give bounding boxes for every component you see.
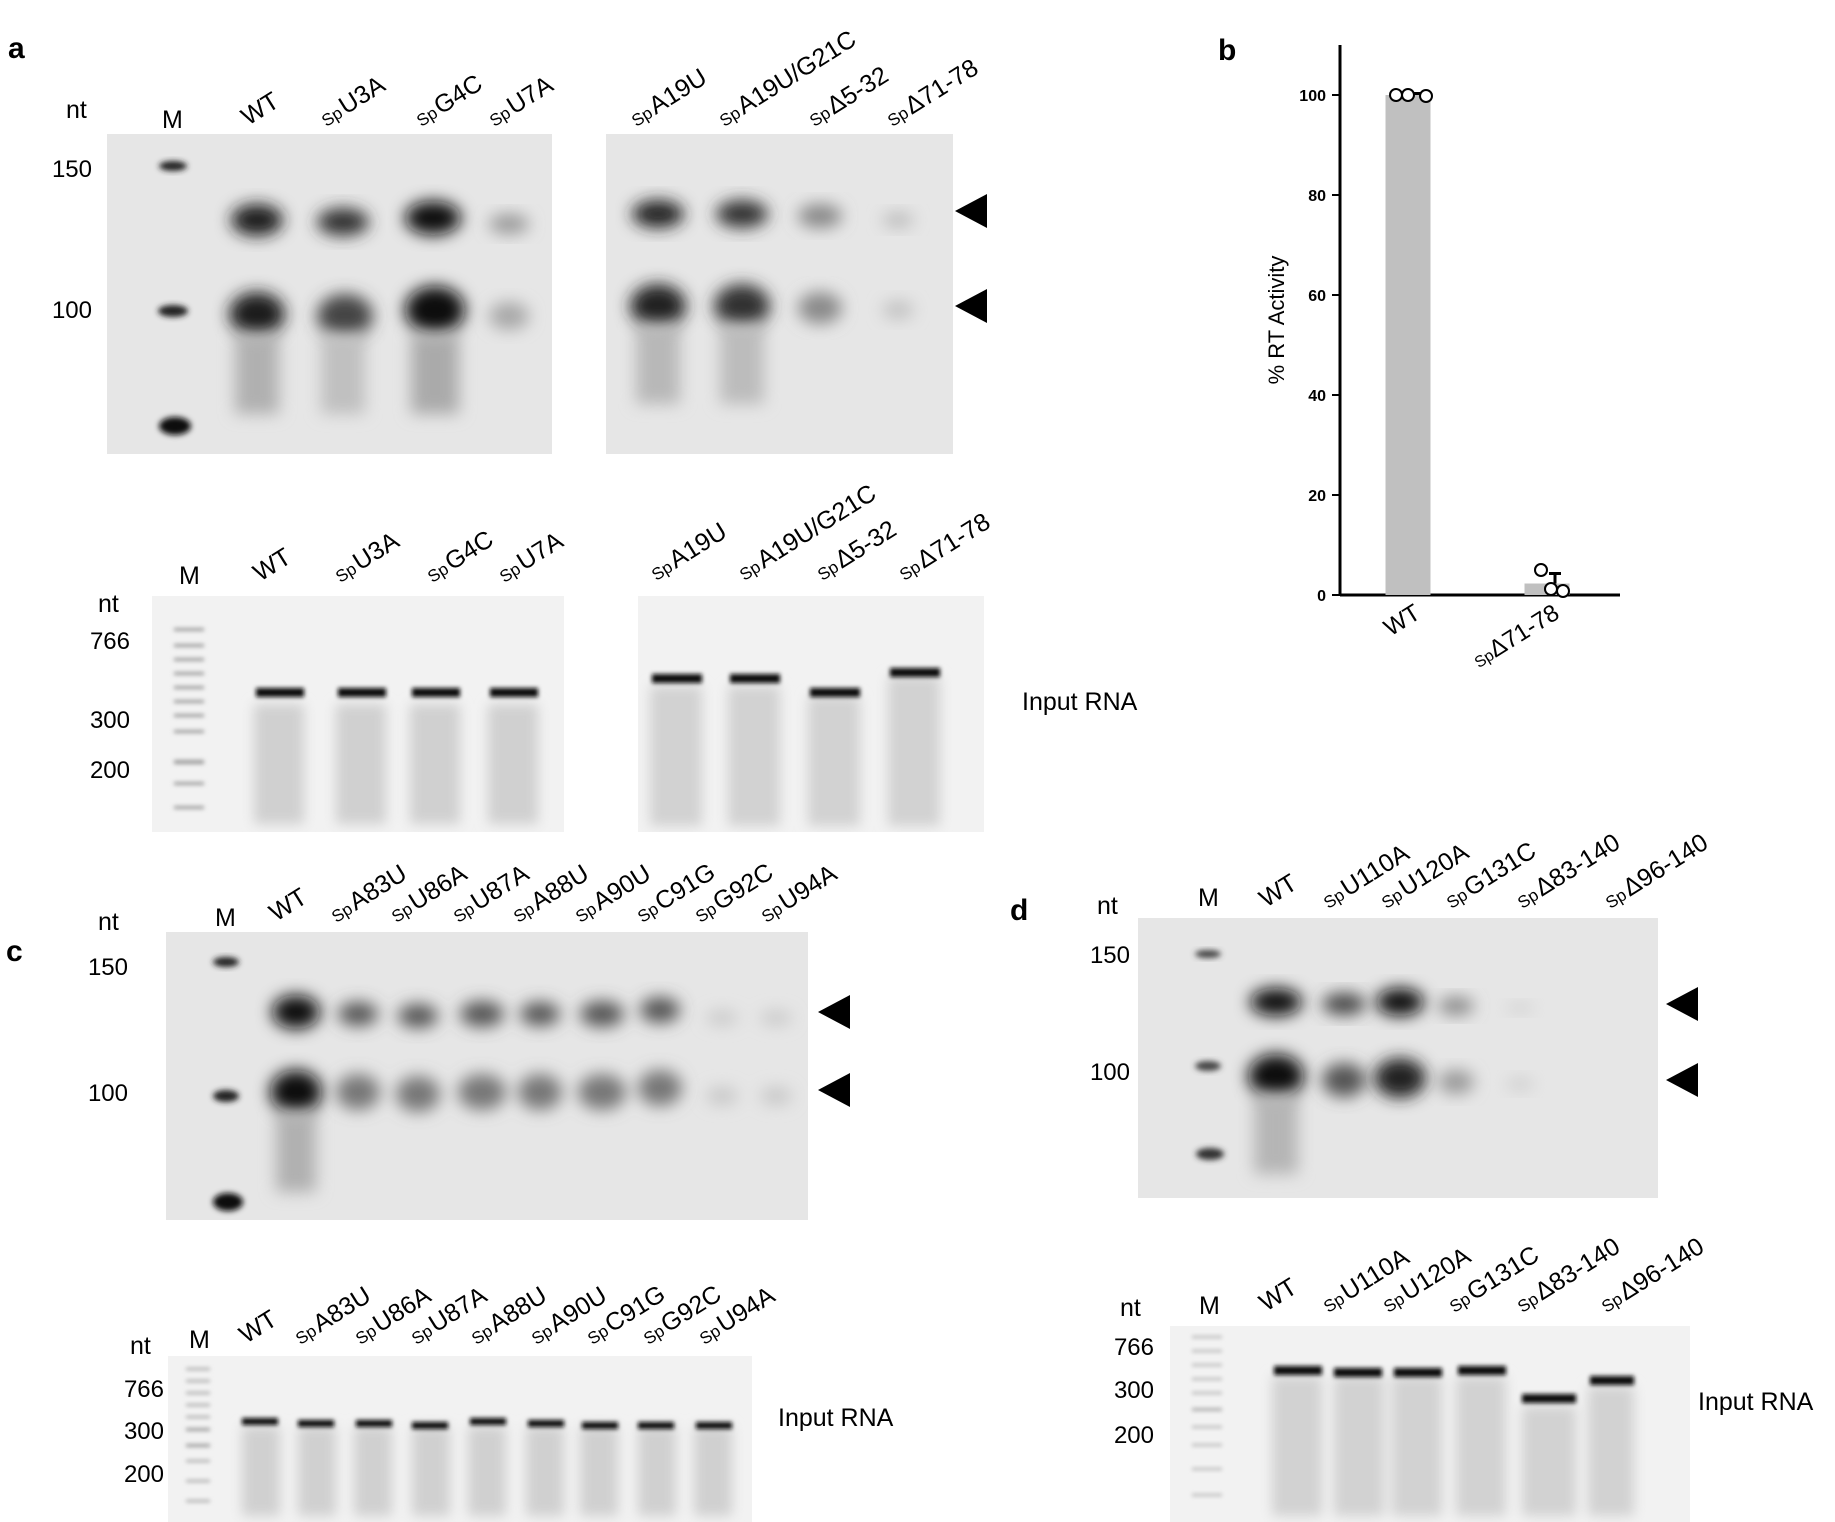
panel-b-x-label-prefix: Sp: [1472, 647, 1498, 670]
panel-a-rt-gel-left: [107, 134, 552, 454]
panel-a-input-gel-right: [638, 596, 984, 832]
panel-c-band-arrow-upper: [818, 995, 850, 1029]
panel-a-input-lane-label-u3a: SpU3A: [332, 526, 405, 587]
panel-b-x-label-1: SpΔ71-78: [1468, 599, 1565, 670]
panel-d-input-marker-300: 300: [1113, 1377, 1154, 1404]
panel-d-input-lane-label-0: WT: [1253, 1273, 1303, 1319]
panel-b-y-axis-label: % RT Activity: [1264, 256, 1289, 385]
panel-a-lane-label-wt: WT: [236, 86, 285, 132]
panel-d-nt-label: nt: [1097, 892, 1118, 920]
panel-d-band-arrow-upper: [1666, 987, 1698, 1021]
panel-a-band-arrow-lower: [955, 289, 987, 323]
panel-d-rt-gel: [1138, 918, 1658, 1198]
panel-b-y-tick-label: 80: [1308, 188, 1326, 205]
panel-a-input-lane-label-u7a: SpU7A: [496, 526, 569, 587]
panel-a-input-marker-300: 300: [89, 707, 130, 734]
panel-b-bar-chart: % RT Activity 0 20 40 60 80 100 WT SpΔ71-78: [1264, 45, 1620, 670]
panel-d-lane-name: WT: [1254, 868, 1303, 914]
panel-b-x-labels: WT SpΔ71-78: [1379, 599, 1564, 670]
panel-a-band-arrow-upper: [955, 194, 987, 228]
panel-a-label: a: [8, 32, 25, 65]
panel-d-lane-name: Δ96-140: [1617, 828, 1713, 903]
panel-d-input-marker-200: 200: [1113, 1422, 1154, 1449]
panel-c-input-marker-200: 200: [123, 1461, 164, 1488]
panel-d-input-gel: [1170, 1326, 1690, 1522]
panel-d-lane-label-0: WT: [1253, 869, 1303, 915]
panel-b-label: b: [1218, 34, 1237, 67]
panel-c-nt-label: nt: [98, 908, 119, 936]
panel-c-input-marker-lane-label: M: [189, 1326, 210, 1354]
panel-c-marker-150: 150: [87, 954, 128, 981]
panel-a-nt-label: nt: [66, 96, 87, 124]
panel-d-marker-lane-label: M: [1198, 884, 1219, 912]
panel-b-y-tick-label: 0: [1317, 588, 1326, 605]
panel-a-lane-label-d71-78: SpΔ71-78: [884, 53, 984, 131]
panel-c-label: c: [6, 935, 23, 968]
panel-c-rt-gel: [166, 932, 808, 1220]
panel-a-input-marker-766: 766: [89, 628, 130, 655]
panel-a-input-lane-label-g4c: SpG4C: [424, 525, 499, 587]
panel-d-label: d: [1010, 894, 1029, 927]
panel-b-y-ticks: 0 20 40 60 80 100: [1299, 45, 1620, 605]
panel-d-input-lane-name: WT: [1254, 1272, 1303, 1318]
panel-a-lane-label-u3a: SpU3A: [318, 70, 391, 131]
panel-b-y-tick-label: 20: [1308, 488, 1326, 505]
panel-a-input-nt-label: nt: [98, 590, 119, 618]
panel-a-marker-150: 150: [51, 156, 92, 183]
panel-b-x-label-name: WT: [1379, 599, 1425, 642]
panel-b-y-tick-label: 40: [1308, 388, 1326, 405]
panel-a-input-marker-200: 200: [89, 757, 130, 784]
panel-a-input-lane-label-wt: WT: [248, 542, 297, 588]
panel-c-input-lane-label-0: WT: [233, 1305, 283, 1351]
panel-b-y-tick-label: 60: [1308, 288, 1326, 305]
panel-c-input-marker-300: 300: [123, 1418, 164, 1445]
panel-b-x-label-0: WT: [1379, 599, 1425, 642]
panel-c-lane-name: WT: [264, 882, 313, 928]
panel-d-marker-100: 100: [1089, 1059, 1130, 1086]
panel-d-input-rna-label: Input RNA: [1698, 1388, 1814, 1416]
panel-c-marker-100: 100: [87, 1080, 128, 1107]
panel-d-input-marker-766: 766: [1113, 1334, 1154, 1361]
panel-c-input-rna-label: Input RNA: [778, 1404, 894, 1432]
panel-a-rt-gel-right: [606, 134, 953, 454]
panel-d-input-lane-name: Δ96-140: [1613, 1232, 1709, 1307]
panel-c-lane-label-0: WT: [263, 883, 313, 929]
panel-c-input-lane-name: WT: [234, 1304, 283, 1350]
panel-a-input-rna-label: Input RNA: [1022, 688, 1138, 716]
panel-c-input-lane-name: U94A: [711, 1281, 780, 1339]
panel-a-input-marker-lane-label: M: [179, 562, 200, 590]
panel-c-marker-lane-label: M: [215, 904, 236, 932]
panel-a-marker-lane-label: M: [162, 106, 183, 134]
panel-a-lane-label-g4c: SpG4C: [413, 69, 488, 131]
panel-b-data-point: [1389, 88, 1403, 102]
panel-c-input-marker-766: 766: [123, 1376, 164, 1403]
panel-b-y-tick-label: 100: [1299, 88, 1326, 105]
panel-d-band-arrow-lower: [1666, 1063, 1698, 1097]
panel-a-input-lane-label-d71-78: SpΔ71-78: [896, 507, 996, 585]
panel-b-bar-0: [1385, 95, 1431, 595]
panel-b-data-point: [1556, 584, 1570, 598]
panel-b-data-point: [1534, 563, 1548, 577]
panel-c-lane-name: U94A: [773, 859, 842, 917]
panel-d-input-marker-lane-label: M: [1199, 1292, 1220, 1320]
panel-b-bars: [1385, 88, 1570, 598]
panel-a-lane-label-u7a: SpU7A: [486, 70, 559, 131]
panel-a-input-lane-label-a19u: SpA19U: [648, 517, 732, 585]
panel-b-x-label-name: Δ71-78: [1484, 599, 1564, 663]
panel-b-data-point: [1419, 89, 1433, 103]
panel-a-marker-100: 100: [51, 297, 92, 324]
panel-c-band-arrow-lower: [818, 1073, 850, 1107]
panel-a-lane-label-a19u: SpA19U: [628, 63, 712, 131]
panel-c-input-nt-label: nt: [130, 1332, 151, 1360]
panel-d-marker-150: 150: [1089, 942, 1130, 969]
panel-d-input-nt-label: nt: [1120, 1294, 1141, 1322]
panel-b-data-point: [1544, 582, 1558, 596]
panel-a-input-gel-left: [152, 596, 564, 832]
panel-c-input-gel: [168, 1356, 752, 1522]
panel-b-data-point: [1401, 88, 1415, 102]
